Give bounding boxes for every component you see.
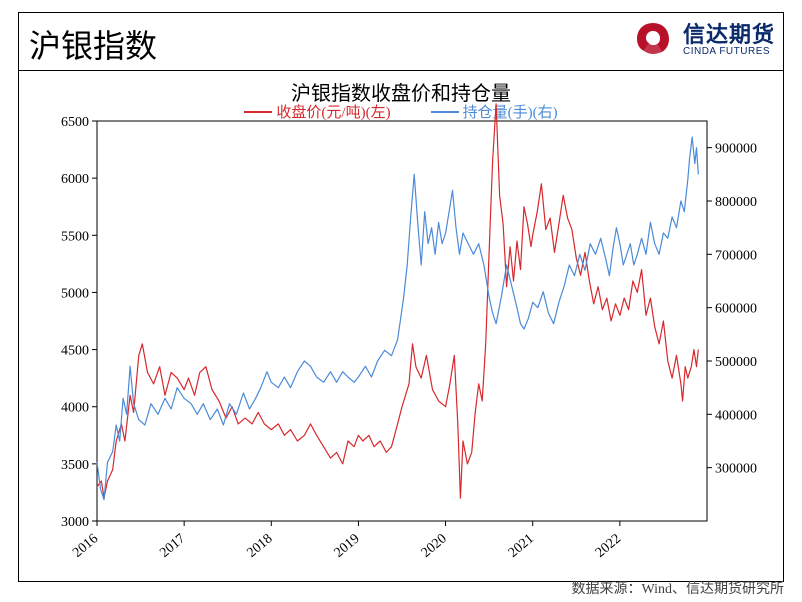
svg-text:4000: 4000 xyxy=(61,401,89,416)
svg-text:800000: 800000 xyxy=(715,195,757,210)
svg-text:2020: 2020 xyxy=(419,531,450,560)
header: 沪银指数 信达期货 CINDA FUTURES xyxy=(19,13,783,71)
svg-text:400000: 400000 xyxy=(715,408,757,423)
svg-text:3500: 3500 xyxy=(61,458,89,473)
brand-name-en: CINDA FUTURES xyxy=(683,46,775,58)
data-source: 数据来源：Wind、信达期货研究所 xyxy=(571,578,784,598)
chart-area: 沪银指数收盘价和持仓量 收盘价(元/吨)(左) 持仓量(手)(右) 300035… xyxy=(19,71,783,581)
svg-text:5500: 5500 xyxy=(61,229,89,244)
brand-text: 信达期货 CINDA FUTURES xyxy=(683,24,775,58)
svg-text:2019: 2019 xyxy=(332,531,363,560)
chart-plot: 3000 3500 4000 4500 5000 5500 6000 6500 300000 40… xyxy=(19,71,783,581)
svg-text:300000: 300000 xyxy=(715,462,757,477)
svg-text:900000: 900000 xyxy=(715,142,757,157)
page-title: 沪银指数 xyxy=(29,21,157,67)
svg-text:2018: 2018 xyxy=(244,531,275,560)
brand-name-cn: 信达期货 xyxy=(683,24,775,46)
svg-text:2017: 2017 xyxy=(157,531,188,560)
brand-logo: 信达期货 CINDA FUTURES xyxy=(629,17,775,65)
svg-text:600000: 600000 xyxy=(715,302,757,317)
svg-text:2016: 2016 xyxy=(70,531,101,560)
svg-text:6500: 6500 xyxy=(61,115,89,130)
svg-text:4500: 4500 xyxy=(61,344,89,359)
svg-text:2022: 2022 xyxy=(593,531,624,560)
svg-text:6000: 6000 xyxy=(61,172,89,187)
svg-text:3000: 3000 xyxy=(61,515,89,530)
svg-text:5000: 5000 xyxy=(61,286,89,301)
svg-text:700000: 700000 xyxy=(715,248,757,263)
slide-frame: 沪银指数 信达期货 CINDA FUTURES 沪银指数收盘价和持仓量 收盘价(… xyxy=(18,12,784,582)
brand-mark-icon xyxy=(629,17,677,65)
svg-text:2021: 2021 xyxy=(506,531,537,560)
svg-text:500000: 500000 xyxy=(715,355,757,370)
